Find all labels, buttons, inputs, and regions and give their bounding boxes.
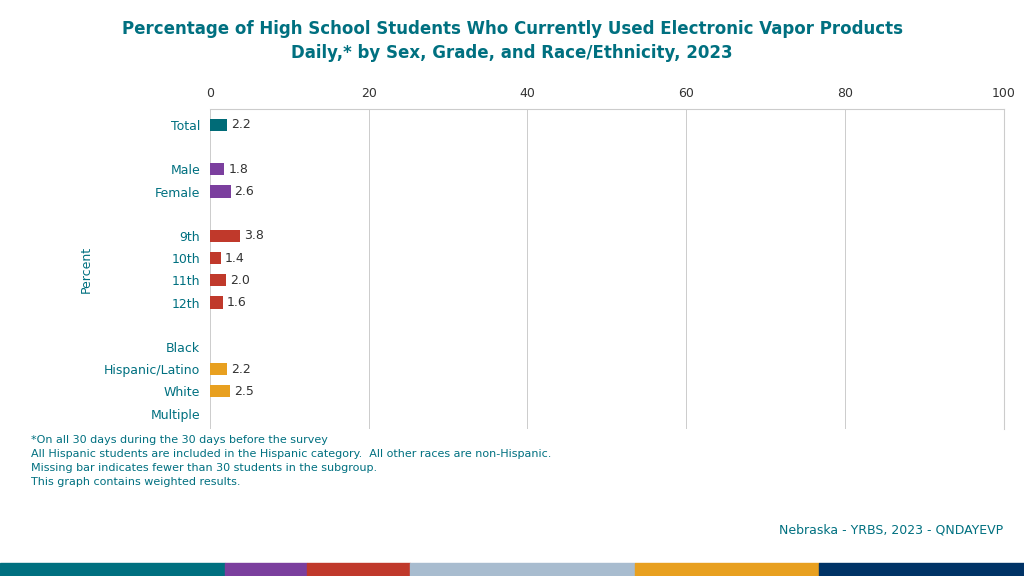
Text: *On all 30 days during the 30 days before the survey
All Hispanic students are i: *On all 30 days during the 30 days befor… (31, 435, 551, 487)
Y-axis label: Percent: Percent (80, 246, 93, 293)
Text: 2.6: 2.6 (234, 185, 254, 198)
Text: 1.8: 1.8 (228, 163, 248, 176)
Text: Percentage of High School Students Who Currently Used Electronic Vapor Products
: Percentage of High School Students Who C… (122, 20, 902, 62)
Text: 2.0: 2.0 (229, 274, 250, 287)
Bar (210, 230, 240, 242)
Text: 1.4: 1.4 (225, 252, 245, 265)
Bar (410, 563, 635, 576)
Bar (307, 563, 410, 576)
Text: 2.2: 2.2 (231, 119, 251, 131)
Bar (819, 563, 1024, 576)
Text: 2.2: 2.2 (231, 363, 251, 376)
Text: 2.5: 2.5 (233, 385, 254, 398)
Bar (210, 119, 227, 131)
Text: 3.8: 3.8 (244, 229, 264, 242)
Bar (210, 385, 229, 397)
Bar (210, 252, 221, 264)
Bar (225, 563, 307, 576)
Text: Nebraska - YRBS, 2023 - QNDAYEVP: Nebraska - YRBS, 2023 - QNDAYEVP (779, 524, 1004, 537)
Bar (635, 563, 819, 576)
Bar (210, 163, 224, 176)
Bar (210, 185, 230, 198)
Bar (210, 297, 222, 309)
Text: 1.6: 1.6 (226, 296, 247, 309)
Bar (210, 363, 227, 376)
Bar (210, 274, 225, 286)
Bar (0, 563, 225, 576)
